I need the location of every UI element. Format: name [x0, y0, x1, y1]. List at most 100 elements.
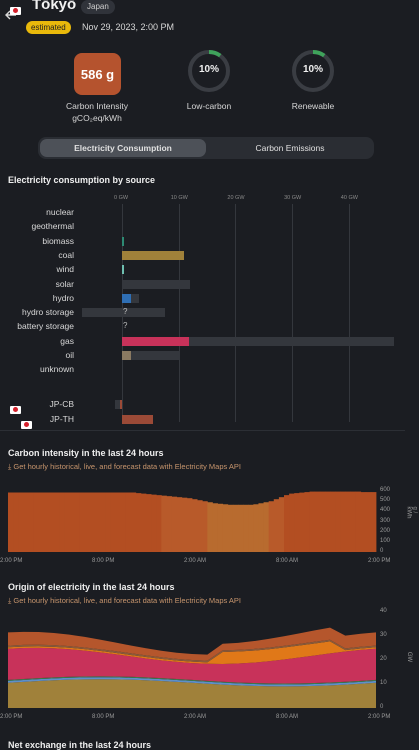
carbon-bar[interactable]	[64, 492, 70, 552]
carbon-bar[interactable]	[84, 492, 91, 552]
carbon-bar[interactable]	[23, 492, 29, 552]
carbon-bar[interactable]	[74, 492, 80, 552]
carbon-bar[interactable]	[69, 492, 75, 552]
carbon-bar[interactable]	[59, 492, 65, 552]
carbon-bar[interactable]	[243, 504, 249, 552]
origin-area-layer[interactable]	[8, 647, 376, 684]
carbon-bar[interactable]	[13, 492, 19, 552]
carbon-bar[interactable]	[125, 492, 132, 552]
source-bar[interactable]	[122, 250, 185, 260]
carbon-bar[interactable]	[324, 491, 331, 552]
carbon-bar[interactable]	[151, 494, 157, 552]
carbon-bar[interactable]	[248, 504, 254, 552]
carbon-bar[interactable]	[207, 502, 213, 552]
axis-tick-label: 40 GW	[340, 195, 358, 201]
carbon-bar[interactable]	[202, 501, 208, 552]
exchange-bar[interactable]	[122, 414, 154, 424]
source-bar[interactable]	[122, 351, 132, 360]
carbon-bar[interactable]	[181, 497, 188, 552]
exchange-bar[interactable]	[120, 400, 122, 410]
view-tabs: Electricity Consumption Carbon Emissions	[38, 137, 374, 159]
carbon-bar[interactable]	[365, 492, 372, 552]
source-bar[interactable]	[122, 293, 131, 303]
carbon-bar[interactable]	[115, 492, 121, 552]
estimated-badge[interactable]: estimated	[26, 21, 71, 34]
carbon-bar[interactable]	[289, 493, 295, 552]
carbon-api-link[interactable]: ⤓ Get hourly historical, live, and forec…	[8, 462, 242, 471]
origin-area-layer[interactable]	[8, 641, 376, 664]
carbon-bar[interactable]	[48, 492, 55, 552]
carbon-bar[interactable]	[253, 504, 259, 552]
carbon-intensity-label: Carbon Intensity	[66, 101, 128, 111]
exchange-label: JP-CB	[49, 399, 74, 410]
carbon-bar[interactable]	[232, 504, 239, 552]
carbon-bar[interactable]	[370, 492, 377, 552]
carbon-bar[interactable]	[278, 497, 285, 552]
carbon-bar[interactable]	[273, 499, 280, 552]
carbon-bar[interactable]	[43, 492, 50, 552]
carbon-bar[interactable]	[355, 491, 362, 552]
carbon-bar[interactable]	[238, 504, 244, 552]
origin-area-layer[interactable]	[8, 679, 376, 708]
carbon-bar[interactable]	[79, 492, 86, 552]
carbon-bar[interactable]	[38, 492, 45, 552]
origin-area-layer[interactable]	[8, 676, 376, 685]
carbon-bar[interactable]	[222, 504, 229, 552]
carbon-bar[interactable]	[28, 492, 34, 552]
carbon-bar[interactable]	[212, 503, 218, 552]
carbon-bar[interactable]	[192, 499, 198, 552]
source-label-hydro-storage: hydro storage	[22, 307, 74, 318]
carbon-bar[interactable]	[89, 492, 96, 552]
carbon-bar[interactable]	[120, 492, 126, 552]
origin-area-layer[interactable]	[8, 627, 376, 661]
carbon-bar[interactable]	[258, 503, 264, 552]
carbon-bar[interactable]	[319, 491, 326, 552]
carbon-bar[interactable]	[140, 493, 147, 552]
carbon-bar[interactable]	[171, 496, 178, 552]
carbon-bar[interactable]	[299, 492, 305, 552]
carbon-bar[interactable]	[314, 491, 321, 552]
carbon-bar[interactable]	[94, 492, 101, 552]
carbon-bar[interactable]	[345, 491, 351, 552]
tab-electricity-consumption[interactable]: Electricity Consumption	[40, 139, 206, 157]
carbon-bar[interactable]	[330, 491, 336, 552]
carbon-bar[interactable]	[146, 494, 152, 552]
carbon-bar[interactable]	[294, 493, 300, 552]
carbon-bar[interactable]	[33, 492, 40, 552]
carbon-bar[interactable]	[156, 495, 162, 552]
carbon-bar[interactable]	[166, 496, 172, 552]
carbon-bar[interactable]	[335, 491, 341, 552]
source-bar[interactable]	[122, 336, 189, 346]
carbon-bar[interactable]	[350, 491, 356, 552]
carbon-bar[interactable]	[54, 492, 60, 552]
carbon-bar[interactable]	[100, 492, 106, 552]
carbon-bar[interactable]	[130, 492, 137, 552]
carbon-bar[interactable]	[217, 503, 224, 552]
carbon-bar[interactable]	[304, 492, 310, 552]
carbon-bar[interactable]	[135, 493, 142, 552]
x-tick-label: 2:00 PM	[0, 558, 23, 564]
carbon-bar[interactable]	[309, 491, 316, 552]
carbon-bar[interactable]	[105, 492, 111, 552]
carbon-bar[interactable]	[340, 491, 346, 552]
carbon-bar[interactable]	[161, 495, 167, 552]
carbon-bar[interactable]	[18, 492, 24, 552]
carbon-bar[interactable]	[176, 497, 183, 552]
carbon-bar[interactable]	[263, 502, 270, 552]
arrow-left-icon[interactable]	[4, 8, 20, 24]
carbon-bar[interactable]	[268, 501, 275, 552]
origin-area-layer[interactable]	[8, 677, 376, 687]
renewable-value: 10%	[302, 64, 323, 75]
carbon-bar[interactable]	[284, 495, 290, 552]
carbon-bar[interactable]	[186, 498, 193, 552]
tab-carbon-emissions[interactable]: Carbon Emissions	[255, 143, 325, 153]
carbon-bar[interactable]	[227, 504, 234, 552]
origin-api-link[interactable]: ⤓ Get hourly historical, live, and forec…	[8, 596, 242, 605]
carbon-bar[interactable]	[197, 500, 203, 552]
source-label-oil: oil	[65, 350, 74, 360]
carbon-bar[interactable]	[110, 492, 116, 552]
carbon-bar[interactable]	[360, 492, 367, 552]
source-bar[interactable]	[122, 236, 124, 246]
source-bar[interactable]	[122, 265, 124, 275]
carbon-bar[interactable]	[8, 492, 14, 552]
